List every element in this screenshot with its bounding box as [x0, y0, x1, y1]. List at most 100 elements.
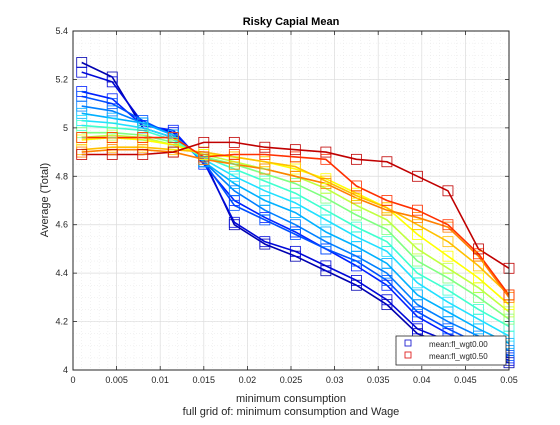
series-11-point	[442, 236, 454, 248]
series-14-point	[137, 149, 149, 160]
series-7-point	[473, 304, 484, 315]
series-6-point	[442, 296, 454, 308]
series-14-point	[412, 170, 423, 182]
series-4-point	[289, 219, 301, 231]
series-13-point	[76, 132, 88, 143]
series-13-point	[289, 151, 301, 163]
series-5-point	[76, 107, 88, 119]
series-1-point	[76, 66, 88, 78]
chart-title: Risky Capial Mean	[243, 16, 340, 28]
series-3-point	[442, 323, 454, 335]
series-8-point	[412, 255, 423, 267]
y-tick-label: 5.4	[55, 26, 68, 36]
series-14-point	[198, 136, 210, 148]
legend-box	[395, 335, 507, 366]
series-line-6	[81, 119, 510, 337]
series-1-point	[412, 323, 423, 335]
series-7-point	[76, 120, 88, 131]
legend: mean:fl_wgt0.00 mean:fl_wgt0.50	[395, 335, 507, 366]
series-10-point	[473, 272, 484, 284]
series-4-point	[76, 100, 88, 112]
series-line-14	[81, 141, 510, 269]
series-14-point	[259, 141, 271, 153]
legend-label-1: mean:fl_wgt0.50	[429, 352, 488, 361]
series-14-point	[442, 185, 454, 197]
series-1-point	[106, 76, 118, 88]
series-7-point	[412, 267, 423, 279]
y-tick-label: 5	[63, 123, 68, 133]
x-tick-label: 0.005	[105, 375, 128, 385]
series-14-point	[289, 144, 301, 156]
x-tick-label: 0.05	[500, 375, 518, 385]
series-14-point	[381, 156, 393, 168]
series-9-point	[442, 262, 454, 274]
series-13-point	[106, 132, 118, 143]
series-3-point	[412, 306, 423, 318]
y-tick-label: 4	[63, 365, 68, 375]
series-13-point	[198, 151, 210, 163]
series-5-point	[381, 258, 393, 269]
series-1-point	[350, 275, 362, 286]
x-tick-label: 0	[70, 375, 75, 385]
series-3-point	[320, 243, 332, 255]
y-tick-label: 4.2	[55, 317, 68, 327]
legend-marker-0	[404, 339, 412, 347]
series-line-5	[81, 112, 510, 345]
series-12-point	[320, 178, 332, 189]
series-line-11	[81, 146, 510, 296]
x-tick-label: 0.025	[280, 375, 303, 385]
y-tick-label: 4.4	[55, 268, 68, 278]
series-7-point	[320, 204, 332, 216]
x-tick-label: 0.02	[239, 375, 257, 385]
series-line-10	[81, 136, 510, 306]
series-14-point	[167, 146, 179, 158]
series-13-point	[228, 149, 240, 160]
legend-marker-1	[404, 351, 412, 359]
y-tick-label: 4.6	[55, 220, 68, 230]
series-5-point	[320, 226, 332, 238]
series-line-3	[81, 95, 510, 357]
series-1-point	[381, 294, 393, 306]
series-8-point	[289, 178, 301, 189]
series-11-point	[412, 219, 423, 231]
series-13-point	[350, 180, 362, 192]
series-1-point	[289, 245, 301, 257]
series-6-point	[228, 170, 240, 182]
series-1-point	[320, 260, 332, 272]
series-5-point	[228, 178, 240, 189]
series-line-12	[81, 148, 510, 298]
series-13-point	[167, 132, 179, 143]
series-13-point	[442, 219, 454, 231]
series-13-point	[320, 153, 332, 165]
series-line-7	[81, 124, 510, 328]
series-3-point	[381, 275, 393, 286]
x-axis-label: minimum consumption	[236, 393, 346, 405]
series-line-13	[81, 136, 510, 296]
series-14-point	[76, 149, 88, 160]
series-11-point	[259, 156, 271, 168]
series-7-point	[259, 175, 271, 187]
legend-label-0: mean:fl_wgt0.00	[429, 340, 488, 349]
series-1-point	[259, 236, 271, 248]
series-14-point	[320, 146, 332, 158]
series-3-point	[228, 199, 240, 211]
series-14-point	[473, 243, 484, 255]
series-13-point	[412, 204, 423, 216]
series-4-point	[228, 185, 240, 197]
plot-frame	[72, 30, 510, 371]
x-tick-label: 0.015	[193, 375, 216, 385]
series-4-point	[106, 105, 118, 117]
series-13-point	[259, 149, 271, 160]
series-12-point	[412, 212, 423, 223]
series-13-point	[137, 132, 149, 143]
x-tick-label: 0.035	[367, 375, 390, 385]
x-tick-label: 0.04	[413, 375, 431, 385]
x-tick-label: 0.03	[326, 375, 344, 385]
x-tick-label: 0.01	[151, 375, 169, 385]
series-5-point	[412, 289, 423, 301]
chart-subtitle: full grid of: minimum consumption and Wa…	[183, 406, 400, 418]
series-12-point	[289, 170, 301, 182]
y-axis-label: Average (Total)	[39, 163, 51, 237]
series-10-point	[442, 250, 454, 262]
